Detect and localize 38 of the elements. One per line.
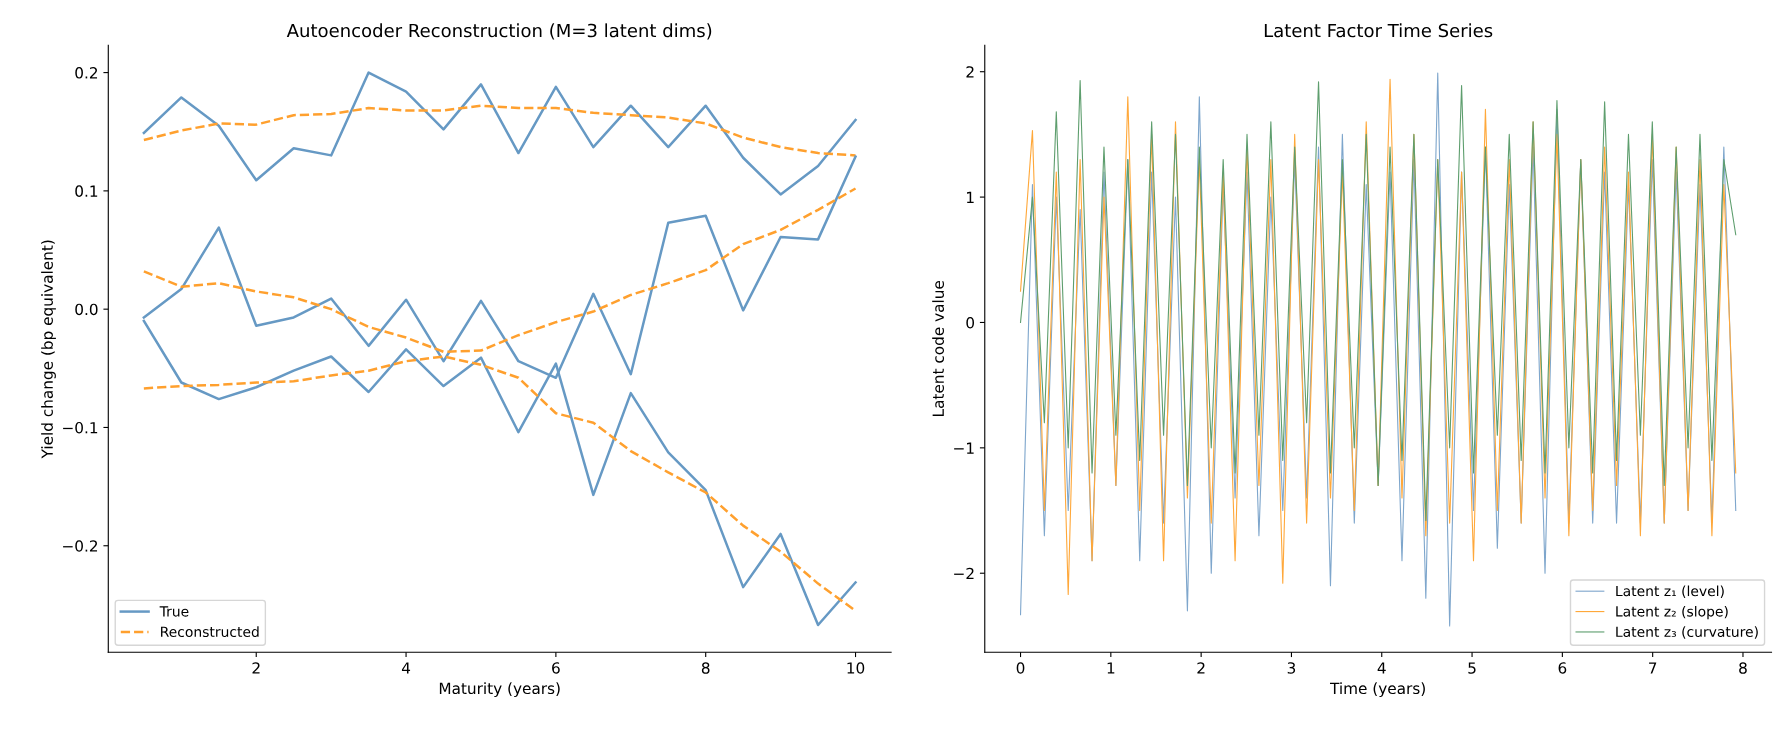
x-tick-label: 8 — [1739, 662, 1747, 674]
line-series — [142, 71, 857, 196]
x-tick-label: 8 — [701, 662, 710, 674]
y-tick-label: 2 — [966, 66, 974, 78]
legend-label: True — [159, 606, 189, 617]
x-axis-title: Maturity (years) — [439, 682, 560, 698]
chart-title: Autoencoder Reconstruction (M=3 latent dims) — [286, 23, 712, 40]
y-axis-title: Latent code value — [932, 281, 945, 416]
y-tick-label: 0.2 — [75, 67, 98, 79]
y-tick-label: 1 — [967, 191, 974, 203]
x-tick-label: 2 — [1197, 662, 1205, 674]
y-axis-title: Yield change (bp equivalent) — [41, 240, 56, 459]
x-tick-label: 6 — [1558, 662, 1567, 674]
x-tick-label: 1 — [1107, 662, 1115, 674]
x-tick-label: 2 — [252, 662, 260, 674]
x-tick-label: 5 — [1468, 662, 1476, 674]
x-tick-label: 7 — [1649, 662, 1657, 674]
legend-label: Reconstructed — [161, 626, 259, 638]
y-tick-label: −0.2 — [63, 540, 98, 552]
y-tick-label: −2 — [954, 567, 974, 580]
x-tick-label: 6 — [552, 662, 560, 674]
y-tick-label: −0.1 — [63, 421, 98, 434]
y-tick-label: 0.0 — [75, 303, 98, 316]
x-tick-label: 3 — [1287, 662, 1296, 674]
y-tick-label: 0 — [966, 316, 975, 329]
y-tick-label: −1 — [954, 442, 974, 454]
x-tick-label: 0 — [1016, 662, 1025, 674]
legend-label: Latent z₃ (curvature) — [1616, 626, 1758, 639]
y-tick-label: 0.1 — [75, 185, 98, 197]
line-series — [142, 104, 857, 157]
chart-title: Latent Factor Time Series — [1264, 23, 1493, 38]
x-tick-label: 10 — [847, 662, 865, 674]
x-tick-label: 4 — [1377, 662, 1386, 674]
legend-label: Latent z₁ (level) — [1616, 585, 1724, 598]
line-series — [142, 187, 857, 354]
legend-label: Latent z₂ (slope) — [1616, 605, 1728, 620]
x-tick-label: 4 — [401, 662, 411, 674]
x-axis-title: Time (years) — [1329, 682, 1425, 698]
